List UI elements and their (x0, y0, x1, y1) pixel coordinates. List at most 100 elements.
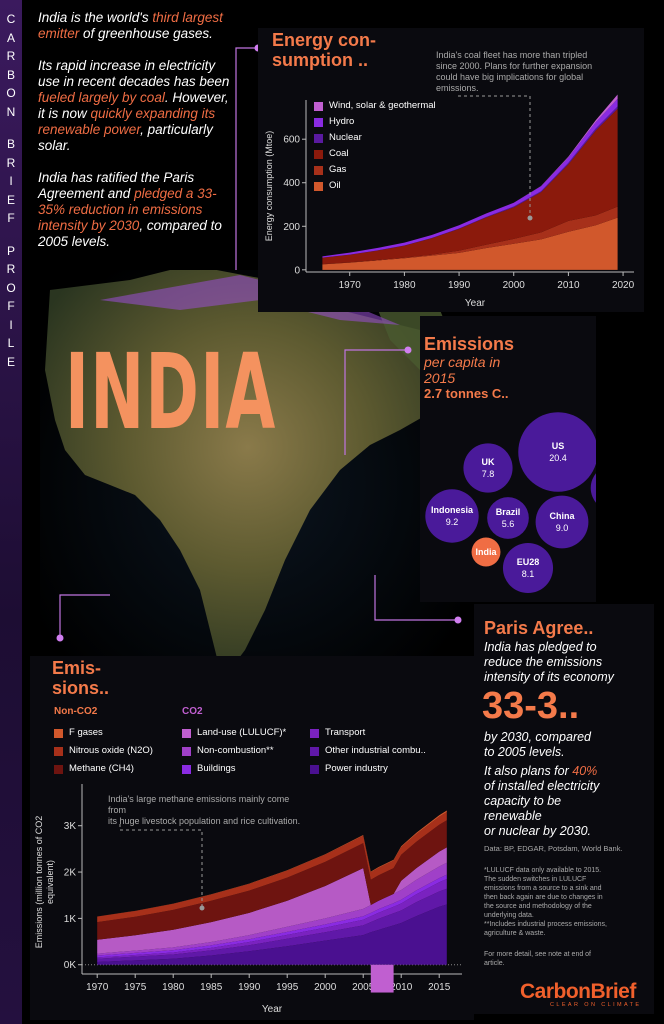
legend-item: Oil (314, 178, 436, 194)
x-tick-label: 1970 (86, 982, 109, 993)
legend-label: Methane (CH4) (69, 763, 134, 774)
percapita-subtitle: per capita in 2015 (424, 354, 501, 386)
sidebar-letter: I (9, 317, 13, 332)
bubble-china (535, 495, 589, 549)
energy-xlabel: Year (465, 298, 486, 309)
legend-item: Hydro (314, 114, 436, 130)
legend-item: Nuclear (314, 130, 436, 146)
sidebar-letter: E (6, 354, 15, 369)
energy-chart: 0 200 400 600 1970 1980 1990 2000 2010 2020 Energy… (264, 94, 635, 309)
bubble-label: UK (482, 457, 495, 467)
bubble-value: 9.0 (556, 523, 569, 533)
sidebar-letter: R (6, 262, 16, 276)
paris-text-1: India has pledged to reduce the emissions… (484, 640, 614, 684)
legend-item: Land-use (LULUCF)* (182, 724, 286, 742)
x-tick-label: 1970 (339, 280, 362, 291)
emissions-legend-co2-b: Transport Other industrial combu.. Power i… (310, 724, 426, 778)
energy-panel: Energy con-sumption .. India's coal flee… (258, 28, 644, 312)
legend-item: Gas (314, 162, 436, 178)
bubble-india (471, 537, 501, 567)
sidebar-letter: E (6, 192, 15, 207)
sidebar-letter: I (9, 174, 13, 188)
legend-swatch (314, 165, 323, 175)
legend-label: Buildings (197, 763, 236, 774)
sidebar-letter: A (6, 30, 15, 45)
area-non-combustion- (97, 862, 447, 956)
bubble-value: 20.4 (549, 453, 567, 463)
legend-item: Methane (CH4) (54, 760, 153, 778)
legend-label: Coal (329, 148, 349, 159)
intro-paragraph-3: India has ratified the Paris Agreement a… (38, 170, 222, 249)
emissions-note: India's large methane emissions mainly c… (108, 794, 301, 826)
x-tick-label: 2000 (314, 982, 337, 993)
y-tick-label: 0 (294, 265, 300, 276)
bubble-indonesia (425, 489, 479, 543)
energy-note-leader (458, 95, 531, 218)
bubble-chart: US20.4UK7.8World7.0Indonesia9.2Brazil5.6… (425, 412, 596, 594)
legend-swatch (314, 181, 323, 191)
area-coal (322, 108, 618, 265)
energy-ylabel: Energy consumption (Mtoe) (264, 131, 274, 242)
x-tick-label: 1990 (238, 982, 261, 993)
area-lulucf-sink (370, 964, 394, 993)
legend-item: Transport (310, 724, 426, 742)
legend-item: Nitrous oxide (N2O) (54, 742, 153, 760)
map-title: INDIA (65, 331, 277, 453)
sidebar-letter: R (6, 155, 16, 170)
intro-paragraph-2: Its rapid increase in electricity use in… (38, 58, 230, 153)
bubble-label: China (549, 511, 575, 521)
legend-item: Wind, solar & geothermal (314, 98, 436, 114)
sidebar-letter: F (7, 211, 15, 225)
legend-swatch (310, 728, 319, 738)
legend-swatch (54, 728, 63, 738)
y-tick-label: 2K (64, 868, 77, 879)
bubble-uk (463, 443, 513, 493)
x-tick-label: 2010 (557, 280, 580, 291)
paris-footnotes: *LULUCF data only available to 2015. The … (484, 867, 607, 937)
x-tick-label: 2010 (390, 982, 413, 993)
legend-label: Hydro (329, 116, 355, 127)
y-tick-label: 3K (64, 821, 77, 832)
x-tick-label: 1985 (200, 982, 223, 993)
area-methane-ch4- (97, 820, 447, 940)
x-tick-label: 2000 (503, 280, 526, 291)
bubble-value: 8.1 (522, 569, 535, 579)
area-transport (97, 879, 447, 959)
legend-swatch (54, 764, 63, 774)
area-other-industrial-combu- (97, 888, 447, 962)
sidebar-letter: B (6, 67, 15, 82)
legend-item: Other industrial combu.. (310, 742, 426, 760)
legend-label: Nitrous oxide (N2O) (69, 745, 153, 756)
x-tick-label: 2005 (352, 982, 375, 993)
emissions-legend-nonco2: F gases Nitrous oxide (N2O) Methane (CH4) (54, 724, 153, 778)
percapita-panel: Emissions per capita in 2015 2.7 tonnes C… (420, 316, 596, 602)
legend-item: Non-combustion** (182, 742, 286, 760)
paris-data-source: Data: BP, EDGAR, Potsdam, World Bank. (484, 844, 623, 853)
logo-tagline: CLEAR ON CLIMATE (550, 1002, 642, 1008)
legend-label: Transport (325, 727, 366, 738)
sidebar-letter: O (6, 280, 16, 295)
legend-label: F gases (69, 727, 103, 738)
legend-label: Non-combustion** (197, 745, 274, 756)
emissions-ylabel-line1: Emissions (million tonnes of CO2 (34, 816, 44, 949)
legend-swatch (314, 117, 323, 127)
bubble-value: 7.8 (482, 469, 495, 479)
paris-big-number: 33-3.. (482, 685, 580, 727)
sidebar-letter: L (7, 336, 15, 350)
legend-item: Coal (314, 146, 436, 162)
emissions-note-leader (119, 824, 203, 908)
legend-swatch (54, 746, 63, 756)
paris-text-3: It also plans for 40% of installed elect… (484, 764, 600, 838)
area-nitrous-oxide-n2o- (97, 812, 447, 923)
sidebar-letter: R (6, 49, 16, 63)
legend-swatch (314, 133, 323, 143)
energy-legend: Wind, solar & geothermal Hydro Nuclear Coal… (314, 98, 436, 194)
x-tick-label: 1990 (448, 280, 471, 291)
sidebar-letter: B (6, 137, 15, 151)
area-f-gases (97, 810, 447, 917)
percapita-unit: 2.7 tonnes C.. (424, 386, 509, 401)
legend-swatch (310, 746, 319, 756)
himalaya-band (100, 275, 400, 325)
bubble-eu28 (502, 542, 554, 594)
